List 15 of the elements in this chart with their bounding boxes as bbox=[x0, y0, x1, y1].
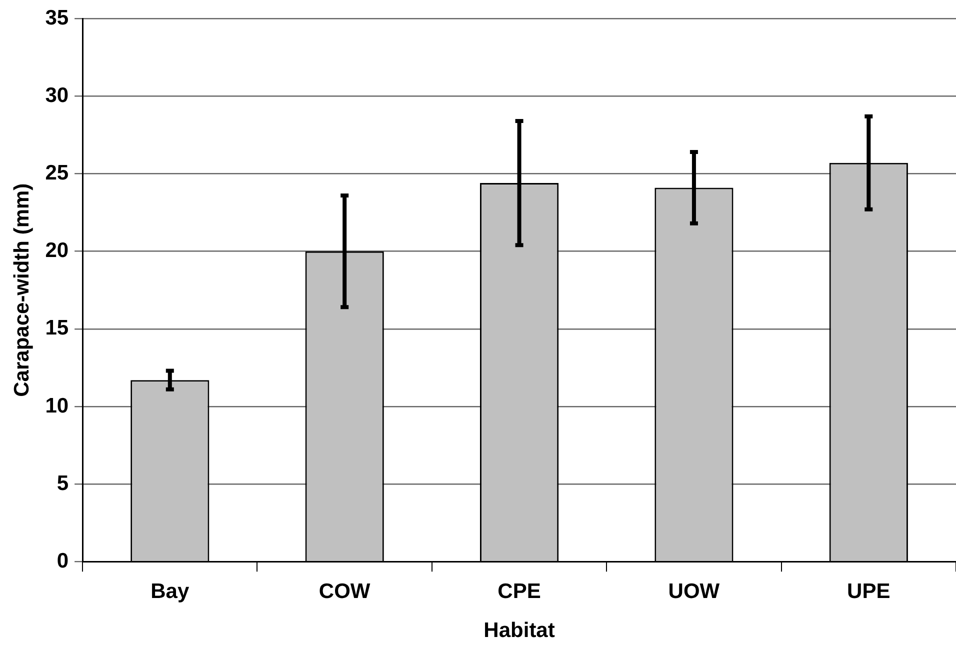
x-tick-label: UPE bbox=[847, 580, 890, 603]
y-tick-label: 5 bbox=[56, 472, 69, 495]
y-tick-label: 35 bbox=[45, 6, 69, 30]
x-axis-title: Habitat bbox=[484, 619, 555, 642]
x-tick-label: CPE bbox=[498, 580, 541, 603]
y-tick-label: 0 bbox=[56, 549, 69, 572]
y-tick-label: 15 bbox=[45, 316, 69, 340]
x-tick-label: Bay bbox=[150, 580, 190, 603]
y-axis-title: Carapace-width (mm) bbox=[10, 183, 34, 397]
x-tick-label: COW bbox=[318, 580, 370, 603]
y-tick-label: 30 bbox=[45, 84, 69, 107]
y-tick-label: 25 bbox=[45, 162, 69, 185]
y-tick-label: 10 bbox=[45, 394, 69, 418]
y-tick-label: 20 bbox=[45, 239, 69, 262]
x-tick-label: UOW bbox=[668, 580, 720, 603]
